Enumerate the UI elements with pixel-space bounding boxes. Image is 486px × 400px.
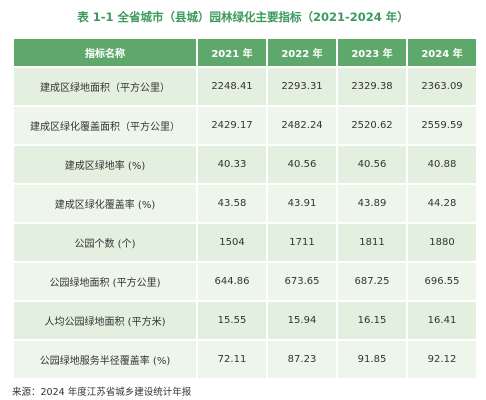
row-label: 建成区绿地率 (%) <box>12 144 198 185</box>
value-cell: 673.65 <box>266 261 338 302</box>
row-label: 建成区绿地面积（平方公里） <box>12 66 198 107</box>
row-label: 建成区绿化覆盖率 (%) <box>12 183 198 224</box>
table-header: 指标名称 2021 年 2022 年 2023 年 2024 年 <box>12 37 478 68</box>
value-cell: 2482.24 <box>266 105 338 146</box>
value-cell: 87.23 <box>266 339 338 380</box>
value-cell: 44.28 <box>406 183 478 224</box>
row-label: 建成区绿化覆盖面积（平方公里） <box>12 105 198 146</box>
value-cell: 2559.59 <box>406 105 478 146</box>
row-label: 人均公园绿地面积 (平方米) <box>12 300 198 341</box>
value-cell: 40.88 <box>406 144 478 185</box>
row-label: 公园个数 (个) <box>12 222 198 263</box>
value-cell: 687.25 <box>336 261 408 302</box>
value-cell: 40.56 <box>336 144 408 185</box>
table-row: 公园个数 (个) 1504 1711 1811 1880 <box>12 222 478 263</box>
value-cell: 1880 <box>406 222 478 263</box>
value-cell: 2429.17 <box>196 105 268 146</box>
table-body: 建成区绿地面积（平方公里） 2248.41 2293.31 2329.38 2363.0… <box>12 66 478 380</box>
value-cell: 2329.38 <box>336 66 408 107</box>
value-cell: 16.41 <box>406 300 478 341</box>
value-cell: 1504 <box>196 222 268 263</box>
header-cell: 2024 年 <box>406 37 478 68</box>
value-cell: 696.55 <box>406 261 478 302</box>
table-title: 表 1-1 全省城市（县城）园林绿化主要指标（2021-2024 年） <box>77 10 409 24</box>
value-cell: 1811 <box>336 222 408 263</box>
value-cell: 40.56 <box>266 144 338 185</box>
header-row: 指标名称 2021 年 2022 年 2023 年 2024 年 <box>12 37 478 68</box>
table-row: 人均公园绿地面积 (平方米) 15.55 15.94 16.15 16.41 <box>12 300 478 341</box>
header-cell: 指标名称 <box>12 37 198 68</box>
table-row: 公园绿地服务半径覆盖率 (%) 72.11 87.23 91.85 92.12 <box>12 339 478 380</box>
value-cell: 2520.62 <box>336 105 408 146</box>
row-label: 公园绿地服务半径覆盖率 (%) <box>12 339 198 380</box>
value-cell: 43.58 <box>196 183 268 224</box>
table-row: 公园绿地面积 (平方公里) 644.86 673.65 687.25 696.55 <box>12 261 478 302</box>
value-cell: 72.11 <box>196 339 268 380</box>
value-cell: 16.15 <box>336 300 408 341</box>
data-table: 指标名称 2021 年 2022 年 2023 年 2024 年 建成区绿地面积（平方公… <box>12 37 478 380</box>
row-label: 公园绿地面积 (平方公里) <box>12 261 198 302</box>
value-cell: 15.94 <box>266 300 338 341</box>
value-cell: 91.85 <box>336 339 408 380</box>
value-cell: 2293.31 <box>266 66 338 107</box>
value-cell: 2248.41 <box>196 66 268 107</box>
value-cell: 2363.09 <box>406 66 478 107</box>
value-cell: 1711 <box>266 222 338 263</box>
value-cell: 43.91 <box>266 183 338 224</box>
header-cell: 2021 年 <box>196 37 268 68</box>
table-row: 建成区绿化覆盖率 (%) 43.58 43.91 43.89 44.28 <box>12 183 478 224</box>
value-cell: 15.55 <box>196 300 268 341</box>
table-row: 建成区绿化覆盖面积（平方公里） 2429.17 2482.24 2520.62 2559… <box>12 105 478 146</box>
table-row: 建成区绿地面积（平方公里） 2248.41 2293.31 2329.38 2363.0… <box>12 66 478 107</box>
header-cell: 2023 年 <box>336 37 408 68</box>
value-cell: 92.12 <box>406 339 478 380</box>
value-cell: 40.33 <box>196 144 268 185</box>
source-note: 来源：2024 年度江苏省城乡建设统计年报 <box>12 387 192 398</box>
table-row: 建成区绿地率 (%) 40.33 40.56 40.56 40.88 <box>12 144 478 185</box>
value-cell: 43.89 <box>336 183 408 224</box>
header-cell: 2022 年 <box>266 37 338 68</box>
value-cell: 644.86 <box>196 261 268 302</box>
